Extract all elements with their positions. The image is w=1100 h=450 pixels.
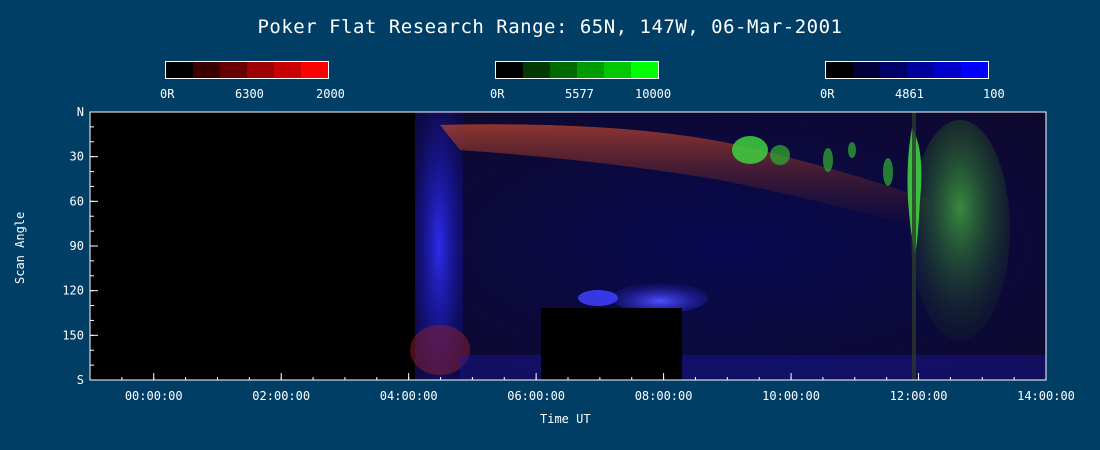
- x-tick-label: 10:00:00: [762, 389, 820, 403]
- colorbar-segment: [193, 62, 220, 78]
- y-tick-label: 90: [70, 239, 84, 253]
- green-patch: [848, 142, 856, 158]
- colorbar-segment: [934, 62, 961, 78]
- colorbar-segment: [961, 62, 988, 78]
- colorbar-segment: [550, 62, 577, 78]
- green-patch: [883, 158, 893, 186]
- colorbar-4861: 0R 4861 100: [820, 61, 1005, 101]
- colorbar-segment: [274, 62, 301, 78]
- scan-gap-line: [912, 112, 916, 380]
- x-tick-label: 00:00:00: [125, 389, 183, 403]
- colorbar-5577-min-label: 0R: [490, 87, 505, 101]
- colorbar-segment: [907, 62, 934, 78]
- colorbar-6300-min-label: 0R: [160, 87, 175, 101]
- y-tick-label: 120: [62, 284, 84, 298]
- colorbar-6300-name: 6300: [235, 87, 264, 101]
- red-arc: [440, 124, 930, 230]
- colorbar-4861-swatch: [825, 61, 989, 79]
- x-axis-title: Time UT: [540, 412, 591, 426]
- y-axis: N 30 60 90 120 150 S: [62, 105, 98, 387]
- y-tick-label: 150: [62, 328, 84, 342]
- colorbar-5577-swatch: [495, 61, 659, 79]
- colorbar-6300-max-label: 2000: [316, 87, 345, 101]
- colorbar-6300-swatch: [165, 61, 329, 79]
- x-tick-label: 02:00:00: [252, 389, 310, 403]
- green-patch: [823, 148, 833, 172]
- x-tick-label: 06:00:00: [507, 389, 565, 403]
- green-patch: [732, 136, 768, 164]
- colorbar-segment: [631, 62, 658, 78]
- colorbar-5577: 0R 5577 10000: [490, 61, 671, 101]
- x-tick-label: 08:00:00: [635, 389, 693, 403]
- y-tick-label: N: [77, 105, 84, 119]
- blue-blob: [612, 283, 708, 313]
- colorbar-5577-max-label: 10000: [635, 87, 672, 101]
- colorbar-segment: [577, 62, 604, 78]
- colorbar-segment: [247, 62, 274, 78]
- y-tick-label: 30: [70, 150, 84, 164]
- colorbar-4861-max-label: 100: [983, 87, 1005, 101]
- no-data-block: [541, 308, 682, 380]
- red-emission-south: [410, 325, 470, 375]
- colorbar-segment: [826, 62, 853, 78]
- green-fan: [910, 120, 1010, 340]
- y-axis-title: Scan Angle: [13, 211, 27, 284]
- x-tick-label: 12:00:00: [890, 389, 948, 403]
- colorbar-segment: [496, 62, 523, 78]
- y-tick-label: 60: [70, 194, 84, 208]
- x-tick-label: 04:00:00: [380, 389, 438, 403]
- colorbar-segment: [880, 62, 907, 78]
- colorbar-segment: [523, 62, 550, 78]
- y-tick-label: S: [77, 373, 84, 387]
- aurora-image: [410, 112, 1046, 380]
- colorbar-segment: [301, 62, 328, 78]
- chart-title: Poker Flat Research Range: 65N, 147W, 06…: [257, 16, 843, 38]
- colorbar-4861-name: 4861: [895, 87, 924, 101]
- colorbar-4861-min-label: 0R: [820, 87, 835, 101]
- colorbar-5577-name: 5577: [565, 87, 594, 101]
- colorbar-segment: [604, 62, 631, 78]
- colorbar-segment: [220, 62, 247, 78]
- colorbar-6300: 0R 6300 2000: [160, 61, 345, 101]
- colorbar-segment: [853, 62, 880, 78]
- colorbar-segment: [166, 62, 193, 78]
- blue-blob: [578, 290, 618, 306]
- x-tick-label: 14:00:00: [1017, 389, 1075, 403]
- x-axis: 00:00:00 02:00:00 04:00:00 06:00:00 08:00:00…: [89, 373, 1075, 403]
- green-patch: [770, 145, 790, 165]
